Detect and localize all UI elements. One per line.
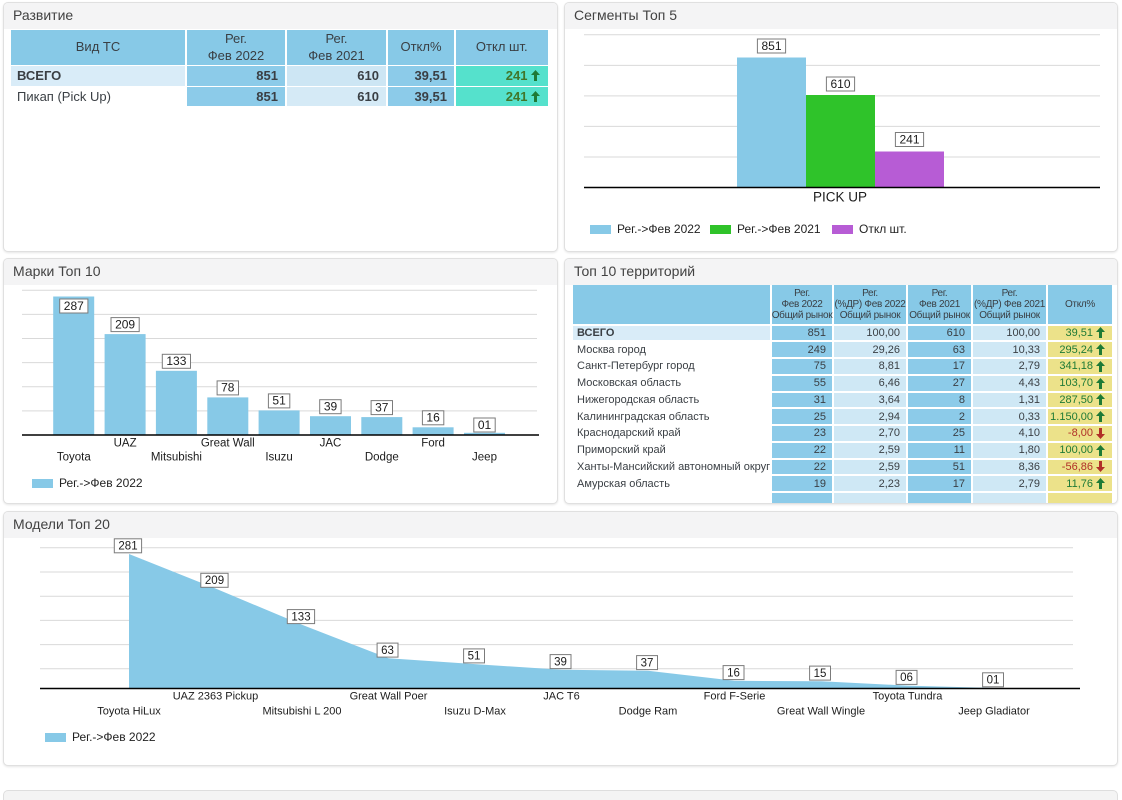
svg-text:16: 16: [727, 667, 740, 679]
svg-text:UAZ 2363 Pickup: UAZ 2363 Pickup: [173, 691, 259, 703]
svg-text:39: 39: [554, 656, 567, 668]
svg-text:241: 241: [899, 132, 919, 146]
svg-text:JAC T6: JAC T6: [543, 691, 579, 703]
svg-text:Great Wall Wingle: Great Wall Wingle: [777, 706, 865, 718]
svg-text:281: 281: [118, 541, 137, 553]
svg-text:PICK UP: PICK UP: [813, 190, 867, 205]
svg-text:610: 610: [830, 77, 850, 91]
svg-text:06: 06: [900, 672, 913, 684]
svg-text:16: 16: [426, 411, 440, 425]
svg-text:51: 51: [468, 651, 481, 663]
svg-text:Dodge Ram: Dodge Ram: [619, 706, 678, 718]
svg-text:Mitsubishi: Mitsubishi: [151, 452, 202, 464]
svg-text:209: 209: [115, 317, 135, 331]
svg-text:Dodge: Dodge: [365, 452, 399, 464]
svg-text:63: 63: [381, 645, 394, 657]
svg-text:37: 37: [641, 657, 654, 669]
svg-text:133: 133: [166, 354, 186, 368]
svg-text:15: 15: [814, 668, 827, 680]
svg-text:JAC: JAC: [320, 438, 342, 450]
svg-text:Jeep: Jeep: [472, 452, 497, 464]
svg-text:78: 78: [221, 381, 235, 395]
svg-text:Mitsubishi L 200: Mitsubishi L 200: [262, 706, 341, 718]
svg-text:01: 01: [478, 418, 492, 432]
svg-text:287: 287: [64, 299, 84, 313]
svg-text:851: 851: [761, 39, 781, 53]
svg-text:Ford F-Serie: Ford F-Serie: [704, 691, 766, 703]
svg-text:UAZ: UAZ: [114, 438, 137, 450]
svg-text:Toyota HiLux: Toyota HiLux: [97, 706, 161, 718]
svg-text:Toyota Tundra: Toyota Tundra: [873, 691, 944, 703]
svg-text:133: 133: [291, 611, 310, 623]
svg-text:Great Wall: Great Wall: [201, 438, 255, 450]
svg-text:51: 51: [272, 394, 286, 408]
svg-text:39: 39: [324, 400, 338, 414]
svg-text:Ford: Ford: [421, 438, 445, 450]
svg-text:37: 37: [375, 400, 389, 414]
svg-text:Jeep Gladiator: Jeep Gladiator: [958, 706, 1030, 718]
svg-text:01: 01: [987, 675, 1000, 687]
svg-text:Isuzu D-Max: Isuzu D-Max: [444, 706, 506, 718]
svg-text:Toyota: Toyota: [57, 452, 91, 464]
svg-text:Great Wall Poer: Great Wall Poer: [350, 691, 428, 703]
svg-text:209: 209: [205, 575, 224, 587]
svg-text:Isuzu: Isuzu: [265, 452, 293, 464]
